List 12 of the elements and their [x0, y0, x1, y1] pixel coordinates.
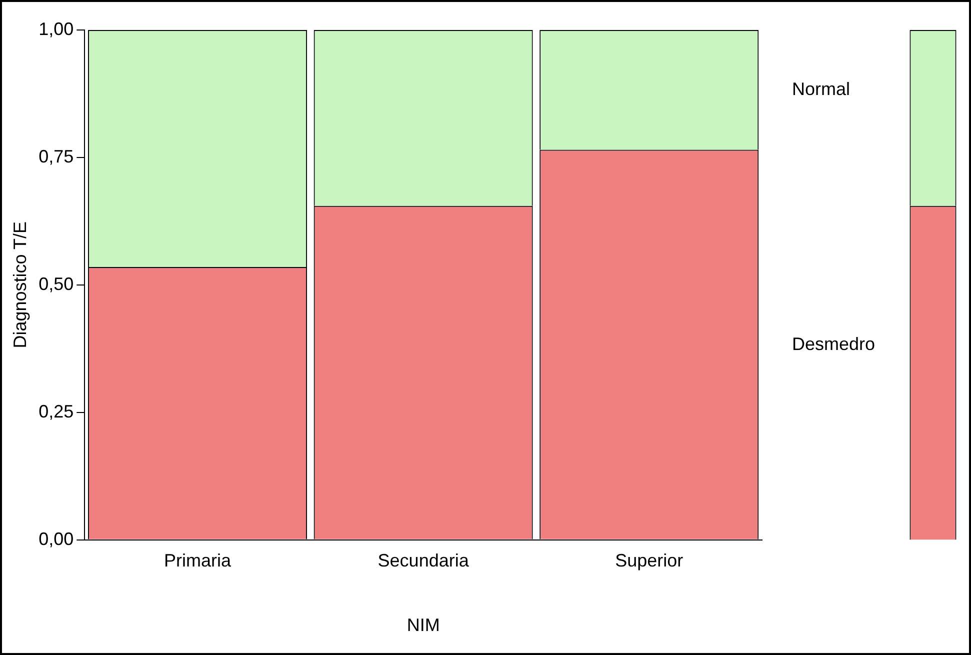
- series-label: Normal: [792, 78, 850, 99]
- y-tick-label: 0,50: [38, 274, 74, 294]
- x-tick-label: Secundaria: [378, 550, 470, 571]
- x-tick-label: Primaria: [164, 550, 232, 571]
- x-axis-title: NIM: [406, 615, 440, 636]
- y-tick-label: 0,00: [38, 528, 74, 549]
- y-tick-label: 1,00: [38, 18, 74, 39]
- series-label: Desmedro: [792, 334, 876, 354]
- x-tick-label: Superior: [615, 550, 684, 571]
- y-tick-label: 0,75: [38, 146, 74, 166]
- y-axis-title: Diagnostico T/E: [10, 222, 30, 348]
- y-tick-label: 0,25: [38, 401, 74, 422]
